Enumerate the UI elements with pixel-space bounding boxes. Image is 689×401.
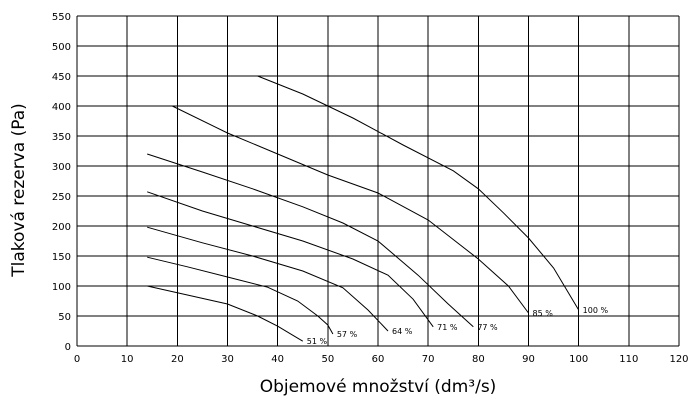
y-tick-label: 300: [52, 162, 71, 173]
y-tick-label: 200: [52, 222, 71, 233]
x-tick-label: 70: [422, 354, 435, 365]
grid: [76, 15, 680, 347]
series-line: [147, 191, 434, 328]
series-label: 77 %: [477, 323, 498, 332]
y-tick-label: 150: [52, 252, 71, 263]
x-tick-label: 100: [569, 354, 588, 365]
y-axis-title: Tlaková rezerva (Pa): [9, 103, 29, 278]
series-label: 51 %: [307, 337, 328, 346]
series-line: [147, 256, 334, 335]
series-line: [147, 285, 304, 342]
x-axis-ticks: 0 10 20 30 40 50 60 70 80 90 100 110 120: [74, 354, 689, 365]
series-label: 100 %: [583, 306, 609, 315]
y-tick-label: 100: [52, 282, 71, 293]
series-line: [147, 226, 389, 332]
y-tick-label: 0: [65, 342, 71, 353]
x-tick-label: 0: [74, 354, 80, 365]
x-tick-label: 110: [619, 354, 638, 365]
y-tick-label: 500: [52, 42, 71, 53]
series-label: 57 %: [337, 330, 358, 339]
y-tick-label: 550: [52, 12, 71, 23]
curve-labels: 51 % 57 % 64 % 71 % 77 % 85 % 100 %: [307, 306, 609, 346]
x-tick-label: 40: [271, 354, 284, 365]
x-axis-title: Objemové množství (dm³/s): [260, 377, 497, 397]
x-tick-label: 60: [372, 354, 385, 365]
series-line: [172, 105, 529, 314]
x-tick-label: 20: [171, 354, 184, 365]
series-line: [147, 153, 474, 328]
series-label: 71 %: [437, 323, 458, 332]
y-tick-label: 350: [52, 132, 71, 143]
x-tick-label: 10: [121, 354, 134, 365]
x-tick-label: 120: [669, 354, 688, 365]
x-tick-label: 80: [472, 354, 485, 365]
y-tick-label: 250: [52, 192, 71, 203]
x-tick-label: 30: [221, 354, 234, 365]
curves: [147, 75, 580, 342]
series-line: [257, 75, 580, 311]
x-tick-label: 50: [321, 354, 334, 365]
series-label: 85 %: [533, 309, 554, 318]
x-tick-label: 90: [522, 354, 535, 365]
y-tick-label: 400: [52, 102, 71, 113]
series-label: 64 %: [392, 327, 413, 336]
y-tick-label: 50: [58, 312, 71, 323]
y-tick-label: 450: [52, 72, 71, 83]
y-axis-ticks: 0 50 100 150 200 250 300 350 400 450 500 550: [52, 12, 71, 353]
